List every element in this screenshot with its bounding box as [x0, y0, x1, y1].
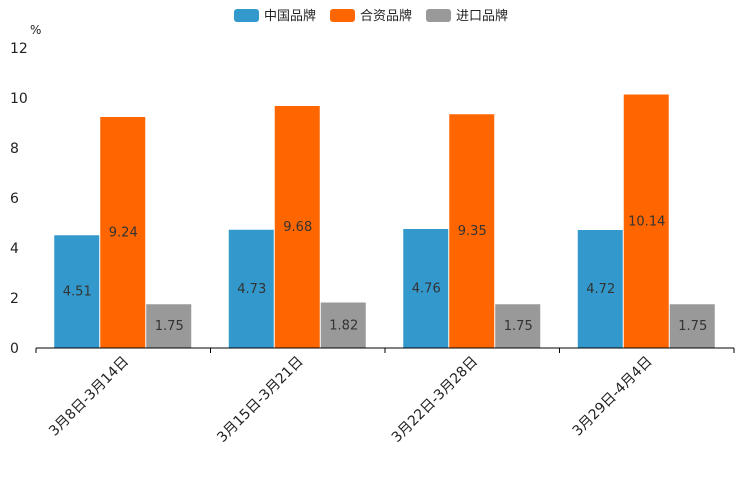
data-label: 9.35 [458, 224, 487, 239]
data-label: 1.82 [329, 318, 358, 333]
x-tick-label: 3月29日-4月4日 [570, 354, 656, 440]
legend-label: 合资品牌 [360, 8, 412, 24]
bar [274, 106, 320, 348]
data-label: 4.51 [63, 285, 92, 300]
y-tick-label: 0 [10, 341, 19, 357]
bars [54, 94, 715, 348]
bar [403, 229, 449, 348]
data-label: 10.14 [628, 214, 665, 229]
x-axis-ticks [35, 348, 735, 353]
x-tick-label: 3月15日-3月21日 [214, 354, 306, 446]
bar [577, 230, 623, 348]
legend: 中国品牌 合资品牌 进口品牌 [234, 8, 508, 24]
legend-label: 中国品牌 [264, 8, 316, 24]
data-label: 9.24 [109, 226, 138, 241]
bar [146, 304, 192, 348]
y-axis-unit-label: % [30, 23, 41, 37]
data-labels: 4.51 9.24 1.75 4.73 9.68 1.82 4.76 9.35 1.75 4.72… [63, 214, 707, 334]
data-label: 4.76 [412, 282, 441, 297]
data-label: 1.75 [155, 319, 184, 334]
data-label: 1.75 [678, 319, 707, 334]
bar [320, 302, 366, 348]
y-axis-ticks: 0 2 4 6 8 10 12 [10, 41, 28, 357]
y-tick-label: 12 [10, 41, 28, 57]
bar [54, 235, 100, 348]
legend-swatch [234, 9, 259, 22]
y-tick-label: 4 [10, 241, 19, 257]
data-label: 1.75 [504, 319, 533, 334]
y-tick-label: 10 [10, 91, 28, 107]
data-label: 9.68 [283, 220, 312, 235]
data-label: 4.73 [237, 282, 266, 297]
y-tick-label: 8 [10, 141, 19, 157]
legend-swatch [426, 9, 451, 22]
bar [623, 94, 669, 348]
x-tick-label: 3月22日-3月28日 [389, 354, 481, 446]
x-tick-label: 3月8日-3月14日 [46, 354, 132, 440]
data-label: 4.72 [586, 282, 615, 297]
y-tick-label: 6 [10, 191, 19, 207]
bar [669, 304, 715, 348]
x-axis-labels: 3月8日-3月14日 3月15日-3月21日 3月22日-3月28日 3月29日-4月… [46, 354, 655, 446]
bar [228, 229, 274, 348]
bar [100, 117, 146, 348]
bar [495, 304, 541, 348]
legend-label: 进口品牌 [456, 8, 508, 24]
legend-swatch [330, 9, 355, 22]
y-tick-label: 2 [10, 291, 19, 307]
bar [449, 114, 495, 348]
